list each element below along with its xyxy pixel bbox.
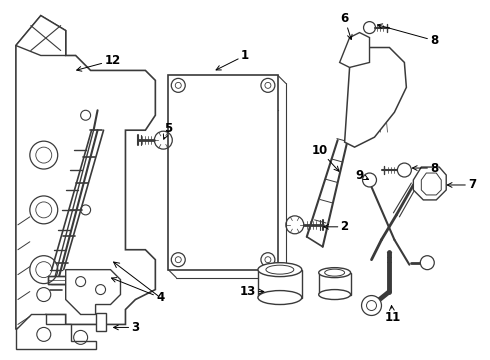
Polygon shape bbox=[414, 167, 446, 200]
Text: 7: 7 bbox=[447, 179, 476, 192]
Circle shape bbox=[362, 296, 382, 315]
Text: 8: 8 bbox=[413, 162, 439, 175]
Polygon shape bbox=[16, 15, 155, 329]
Text: 6: 6 bbox=[341, 12, 352, 40]
Polygon shape bbox=[16, 315, 96, 349]
Text: 13: 13 bbox=[240, 285, 264, 298]
Text: 5: 5 bbox=[163, 122, 172, 139]
Bar bbox=[258, 270, 302, 298]
Text: 1: 1 bbox=[216, 49, 249, 70]
Ellipse shape bbox=[258, 291, 302, 305]
Polygon shape bbox=[16, 15, 66, 55]
Text: 10: 10 bbox=[312, 144, 339, 171]
Text: 4: 4 bbox=[112, 278, 165, 304]
Ellipse shape bbox=[318, 289, 350, 300]
Ellipse shape bbox=[258, 263, 302, 276]
Circle shape bbox=[420, 256, 434, 270]
Polygon shape bbox=[340, 32, 369, 67]
Text: 9: 9 bbox=[355, 168, 368, 181]
Text: 12: 12 bbox=[77, 54, 121, 71]
Text: 8: 8 bbox=[377, 24, 439, 47]
Ellipse shape bbox=[318, 268, 350, 278]
Text: 3: 3 bbox=[114, 321, 140, 334]
Text: 11: 11 bbox=[384, 306, 400, 324]
Bar bbox=[96, 314, 105, 332]
Polygon shape bbox=[48, 276, 70, 284]
Circle shape bbox=[363, 173, 376, 187]
Polygon shape bbox=[66, 270, 121, 315]
Bar bbox=[168, 75, 278, 270]
Polygon shape bbox=[344, 48, 406, 147]
Text: 2: 2 bbox=[324, 220, 349, 233]
Bar bbox=[318, 273, 350, 294]
